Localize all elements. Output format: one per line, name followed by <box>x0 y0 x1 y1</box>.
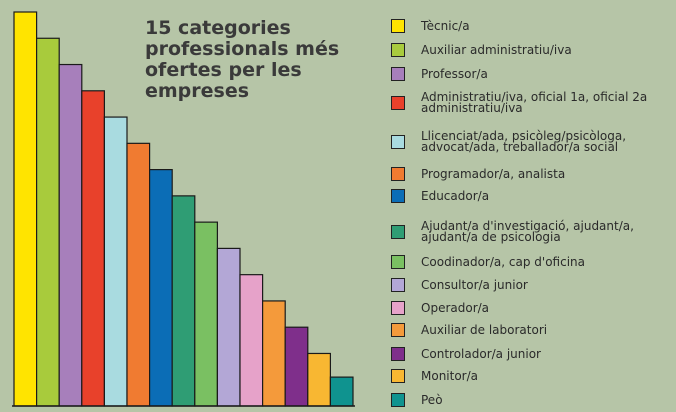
legend-label: Tècnic/a <box>421 18 470 33</box>
bar <box>103 116 128 407</box>
legend-label: Programador/a, analista <box>421 166 566 181</box>
legend-label: Administratiu/iva, oficial 1a, oficial 2… <box>421 90 648 115</box>
legend-swatch <box>391 135 405 149</box>
legend-item: Auxiliar de laboratori <box>391 323 673 337</box>
bar <box>329 376 354 407</box>
legend-label: Educador/a <box>421 188 490 203</box>
legend-swatch <box>391 19 405 33</box>
legend-swatch <box>391 347 405 361</box>
legend-item: Administratiu/iva, oficial 1a, oficial 2… <box>391 90 673 115</box>
bar <box>194 221 219 407</box>
bar <box>262 300 286 407</box>
bar <box>13 11 38 407</box>
chart-title: 15 categories professionals més ofertes … <box>145 17 340 102</box>
legend-label: Monitor/a <box>421 368 479 383</box>
legend-swatch <box>391 369 405 383</box>
legend-swatch <box>391 167 405 181</box>
bar <box>126 142 151 407</box>
bar <box>216 247 241 407</box>
legend-item: Ajudant/a d'investigació, ajudant/a, aju… <box>391 219 673 244</box>
legend-swatch <box>391 225 405 239</box>
legend-item: Controlador/a junior <box>391 347 673 361</box>
legend-swatch <box>391 189 405 203</box>
legend-swatch <box>391 96 405 110</box>
legend-swatch <box>391 43 405 57</box>
legend-label: Controlador/a junior <box>421 346 541 361</box>
legend-label: Ajudant/a d'investigació, ajudant/a, aju… <box>421 219 634 244</box>
legend-swatch <box>391 323 405 337</box>
bar <box>58 63 83 407</box>
legend-item: Professor/a <box>391 67 673 81</box>
legend-item: Operador/a <box>391 301 673 315</box>
bar <box>35 37 60 407</box>
legend-label: Operador/a <box>421 300 490 315</box>
legend-item: Llicenciat/ada, psicòleg/psicòloga, advo… <box>391 129 673 154</box>
legend-label: Coodinador/a, cap d'oficina <box>421 254 585 269</box>
legend-label: Peò <box>421 392 443 407</box>
legend-item: Peò <box>391 393 673 407</box>
legend-item: Monitor/a <box>391 369 673 383</box>
legend-label: Auxiliar de laboratori <box>421 322 548 337</box>
bar <box>239 274 264 407</box>
legend-label: Llicenciat/ada, psicòleg/psicòloga, advo… <box>421 129 627 154</box>
legend-item: Tècnic/a <box>391 19 673 33</box>
legend-swatch <box>391 255 405 269</box>
bar <box>284 326 309 407</box>
legend-item: Educador/a <box>391 189 673 203</box>
legend-label: Auxiliar administratiu/iva <box>421 42 572 57</box>
legend-item: Programador/a, analista <box>391 167 673 181</box>
legend-swatch <box>391 67 405 81</box>
bar <box>81 90 106 407</box>
bar <box>307 352 331 407</box>
legend-swatch <box>391 301 405 315</box>
legend-swatch <box>391 393 405 407</box>
bar <box>171 195 196 407</box>
legend-label: Professor/a <box>421 66 488 81</box>
legend-swatch <box>391 278 405 292</box>
legend-item: Auxiliar administratiu/iva <box>391 43 673 57</box>
legend-item: Coodinador/a, cap d'oficina <box>391 255 673 269</box>
legend-label: Consultor/a junior <box>421 277 528 292</box>
bar <box>149 169 173 407</box>
legend-item: Consultor/a junior <box>391 278 673 292</box>
